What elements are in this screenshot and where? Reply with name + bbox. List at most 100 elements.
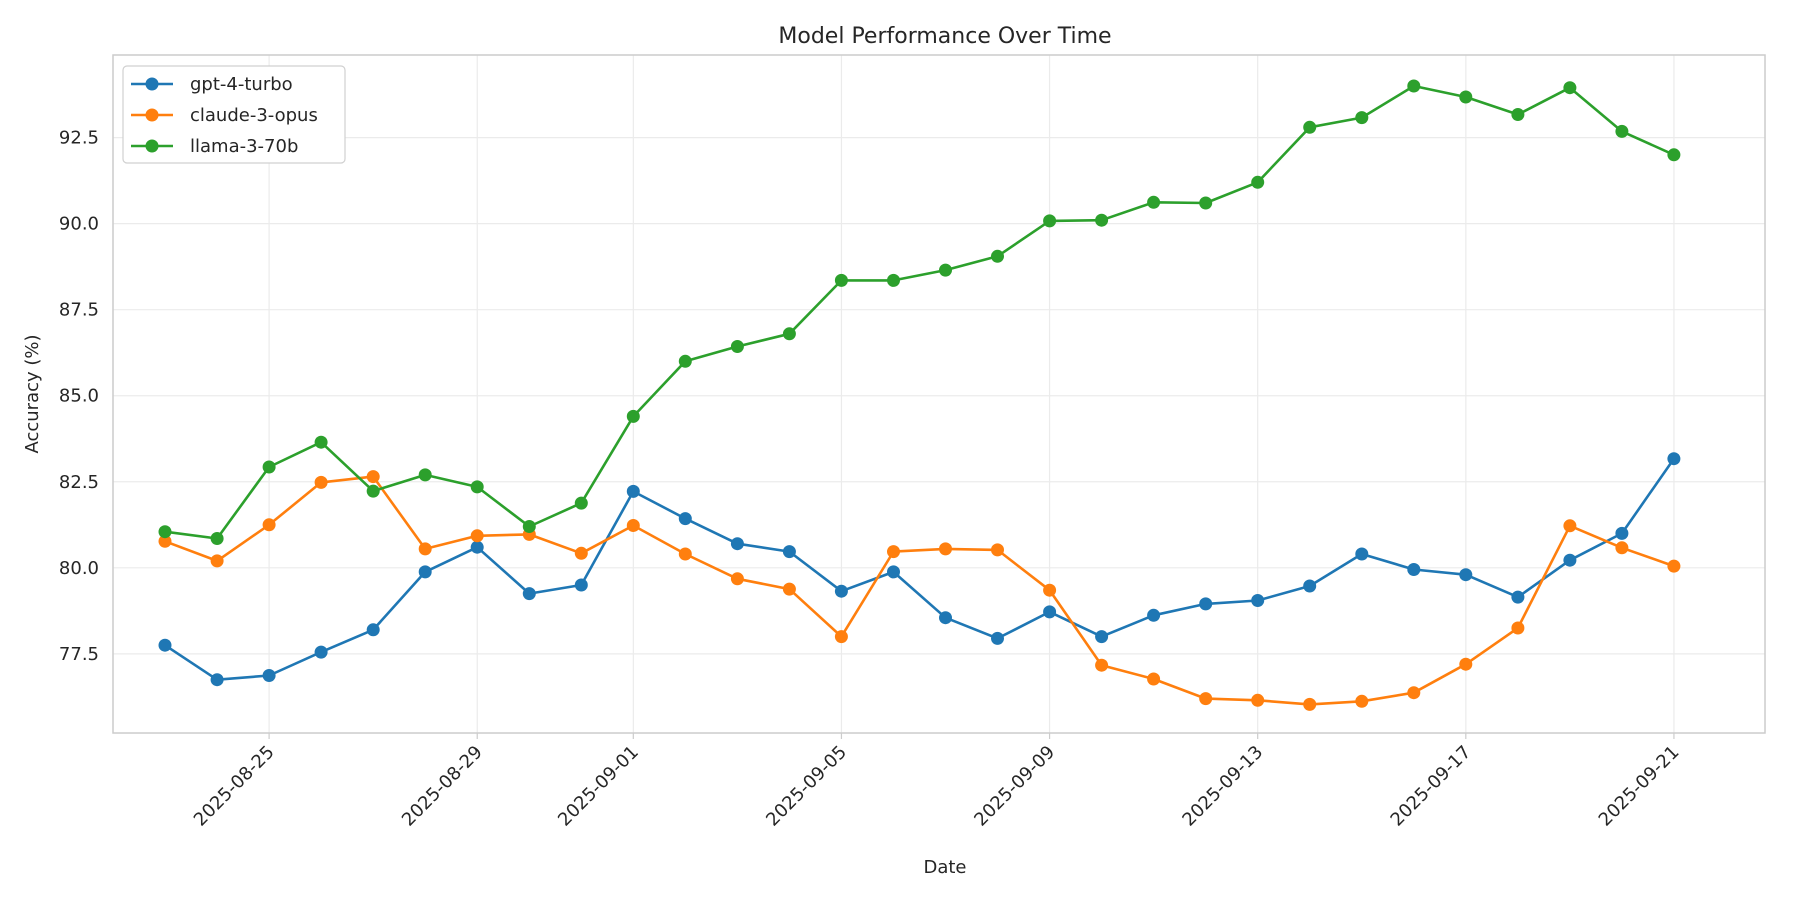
data-point xyxy=(991,249,1004,263)
data-point xyxy=(574,578,588,592)
data-point xyxy=(1251,693,1265,707)
data-point xyxy=(418,468,432,482)
data-point xyxy=(782,545,796,559)
data-point xyxy=(782,582,796,596)
y-tick-label: 87.5 xyxy=(59,300,99,321)
data-point xyxy=(1667,452,1681,466)
data-point xyxy=(1511,621,1525,635)
legend-label: claude-3-opus xyxy=(190,105,318,126)
data-point xyxy=(1407,79,1421,93)
series-group xyxy=(158,79,1681,711)
data-point xyxy=(626,519,640,532)
x-axis-ticks: 2025-08-25 2025-08-29 2025-09-01 2025-09-05… xyxy=(190,733,1684,831)
legend-label: gpt-4-turbo xyxy=(190,74,293,95)
x-tick-label: 2025-08-25 xyxy=(190,742,279,831)
data-point xyxy=(210,673,224,687)
data-point xyxy=(366,484,380,498)
data-point xyxy=(210,532,224,545)
data-point xyxy=(991,631,1004,645)
data-point xyxy=(1147,195,1161,209)
data-point xyxy=(1095,213,1109,227)
series-line xyxy=(164,457,1675,682)
data-point xyxy=(1667,148,1681,162)
data-point xyxy=(1043,605,1057,619)
series-claude-3-opus xyxy=(158,470,1681,711)
x-axis-label: Date xyxy=(923,857,966,878)
data-point xyxy=(210,554,224,568)
data-point xyxy=(678,512,692,526)
data-point xyxy=(1459,568,1473,582)
data-point xyxy=(574,546,588,560)
data-point xyxy=(1251,175,1265,189)
data-point xyxy=(1355,547,1369,561)
data-point xyxy=(939,542,952,556)
data-point xyxy=(1043,214,1057,228)
grid xyxy=(113,55,1765,733)
legend-marker xyxy=(145,108,159,122)
series-llama-3-70b xyxy=(158,79,1681,545)
data-point xyxy=(574,496,588,510)
y-axis-ticks: 77.5 80.0 82.5 85.0 87.5 90.0 92.5 xyxy=(59,128,99,665)
data-point xyxy=(314,435,328,449)
data-point xyxy=(262,669,276,682)
x-tick-label: 2025-09-01 xyxy=(554,742,643,831)
chart-title: Model Performance Over Time xyxy=(778,24,1111,49)
data-point xyxy=(1563,519,1577,533)
x-tick-label: 2025-09-21 xyxy=(1595,742,1684,831)
data-point xyxy=(314,475,328,489)
data-point xyxy=(1303,120,1317,134)
data-point xyxy=(158,638,172,652)
data-point xyxy=(1147,608,1161,622)
data-point xyxy=(834,584,848,598)
data-point xyxy=(1355,694,1369,708)
data-point xyxy=(1095,630,1109,644)
data-point xyxy=(1355,111,1369,125)
legend-marker xyxy=(145,139,159,153)
data-point xyxy=(887,565,900,579)
data-point xyxy=(1615,124,1629,138)
data-point xyxy=(522,587,536,601)
data-point xyxy=(366,470,380,484)
data-point xyxy=(470,480,484,494)
data-point xyxy=(782,327,796,341)
data-point xyxy=(1303,579,1317,593)
data-point xyxy=(1251,594,1265,607)
data-point xyxy=(158,534,172,548)
data-point xyxy=(1199,597,1213,611)
data-point xyxy=(887,273,900,287)
data-point xyxy=(158,525,172,539)
data-point xyxy=(418,565,432,579)
series-gpt-4-turbo xyxy=(158,452,1681,687)
data-point xyxy=(366,623,380,637)
data-point xyxy=(1199,196,1213,210)
y-tick-label: 90.0 xyxy=(59,214,99,235)
data-point xyxy=(1511,590,1525,604)
series-line xyxy=(164,475,1675,706)
data-point xyxy=(1615,526,1629,540)
data-point xyxy=(887,545,900,559)
data-point xyxy=(1095,658,1109,672)
data-point xyxy=(470,540,484,554)
data-point xyxy=(262,518,276,532)
data-point xyxy=(1563,81,1577,95)
data-point xyxy=(1459,90,1473,104)
y-tick-label: 92.5 xyxy=(59,128,99,149)
data-point xyxy=(730,537,744,551)
data-point xyxy=(1303,697,1317,711)
legend: gpt-4-turbo claude-3-opus llama-3-70b xyxy=(122,65,346,164)
y-tick-label: 77.5 xyxy=(59,644,99,665)
y-tick-label: 82.5 xyxy=(59,472,99,493)
data-point xyxy=(1615,541,1629,555)
x-tick-label: 2025-09-09 xyxy=(970,742,1059,831)
data-point xyxy=(939,611,952,625)
y-axis-label: Accuracy (%) xyxy=(22,334,43,453)
data-point xyxy=(522,520,536,533)
data-point xyxy=(626,409,640,423)
x-tick-label: 2025-08-29 xyxy=(398,742,487,831)
data-point xyxy=(1043,583,1057,597)
y-tick-label: 85.0 xyxy=(59,386,99,407)
data-point xyxy=(262,460,276,474)
data-point xyxy=(678,354,692,368)
